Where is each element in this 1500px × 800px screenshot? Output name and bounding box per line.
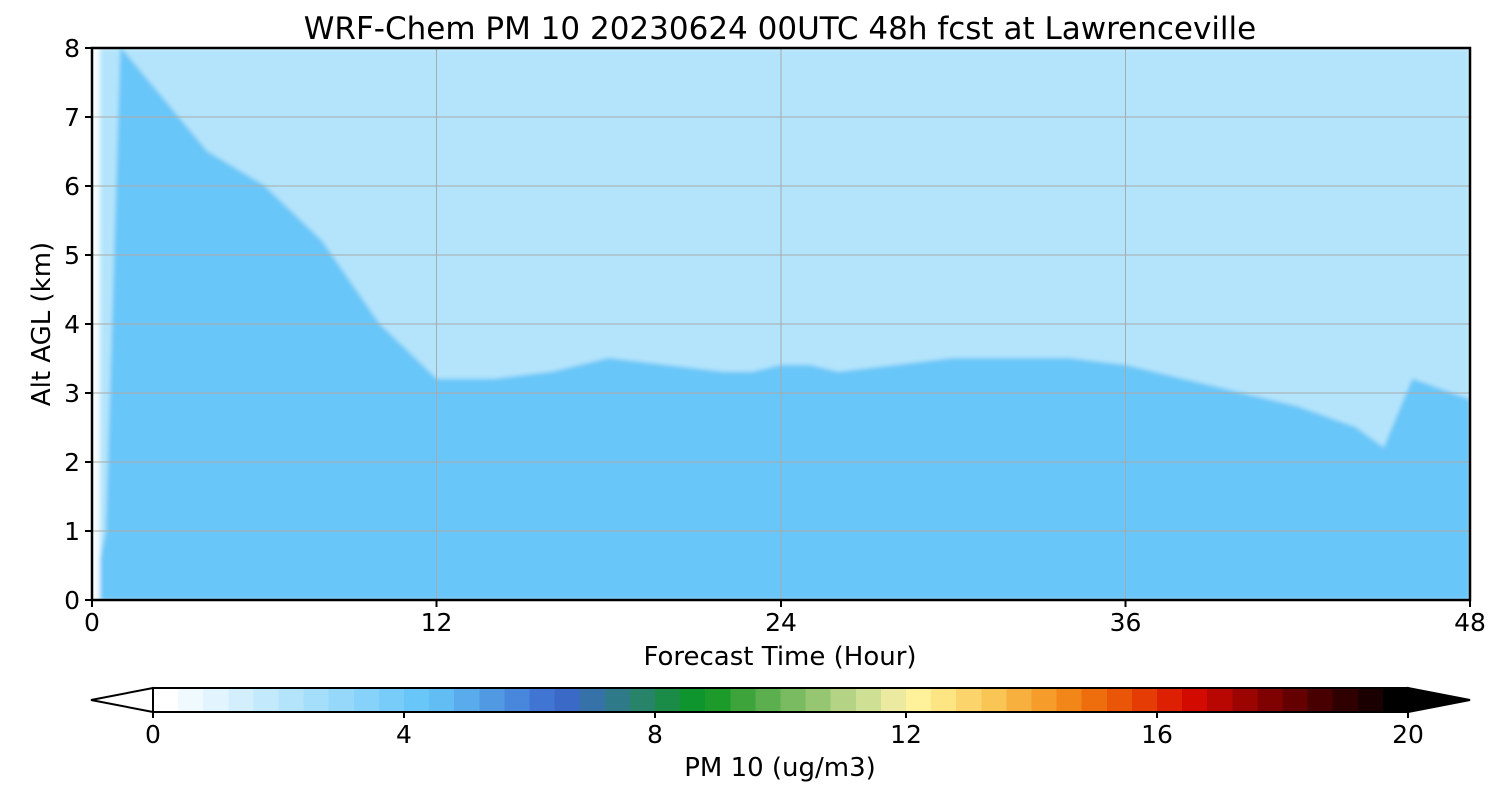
colorbar-ticks: 0 4 8 12 16 20 xyxy=(145,712,1424,749)
y-tick-label: 4 xyxy=(64,310,80,339)
x-tick-label: 12 xyxy=(421,608,453,637)
x-tick-label: 36 xyxy=(1110,608,1142,637)
y-tick-label: 0 xyxy=(64,586,80,615)
x-tick-label: 0 xyxy=(84,608,100,637)
x-tick-label: 48 xyxy=(1454,608,1486,637)
colorbar-tick-label: 0 xyxy=(145,720,161,749)
y-tick-label: 3 xyxy=(64,379,80,408)
colorbar-body xyxy=(153,688,1408,712)
colorbar-outline xyxy=(152,687,1409,713)
x-tick-label: 24 xyxy=(765,608,797,637)
x-axis-ticks: 0 12 24 36 48 xyxy=(84,600,1486,637)
y-tick-label: 8 xyxy=(64,34,80,63)
y-tick-label: 2 xyxy=(64,448,80,477)
colorbar-tick-label: 12 xyxy=(890,720,922,749)
colorbar: 0 4 8 12 16 20 PM 10 (ug/m3) xyxy=(90,686,1471,783)
colorbar-min-extend xyxy=(90,686,154,714)
colorbar-tick-label: 4 xyxy=(396,720,412,749)
y-tick-label: 5 xyxy=(64,241,80,270)
y-tick-label: 1 xyxy=(64,517,80,546)
colorbar-tick-label: 16 xyxy=(1141,720,1173,749)
x-axis-label: Forecast Time (Hour) xyxy=(643,642,916,672)
y-tick-label: 7 xyxy=(64,103,80,132)
y-axis-ticks: 0 1 2 3 4 5 6 7 8 xyxy=(64,34,92,615)
colorbar-label: PM 10 (ug/m3) xyxy=(684,753,876,783)
colorbar-tick-label: 8 xyxy=(647,720,663,749)
y-axis-label: Alt AGL (km) xyxy=(27,242,57,406)
chart-title: WRF-Chem PM 10 20230624 00UTC 48h fcst a… xyxy=(304,11,1256,47)
colorbar-max-extend xyxy=(1407,686,1471,714)
y-tick-label: 6 xyxy=(64,172,80,201)
colorbar-tick-label: 20 xyxy=(1392,720,1424,749)
